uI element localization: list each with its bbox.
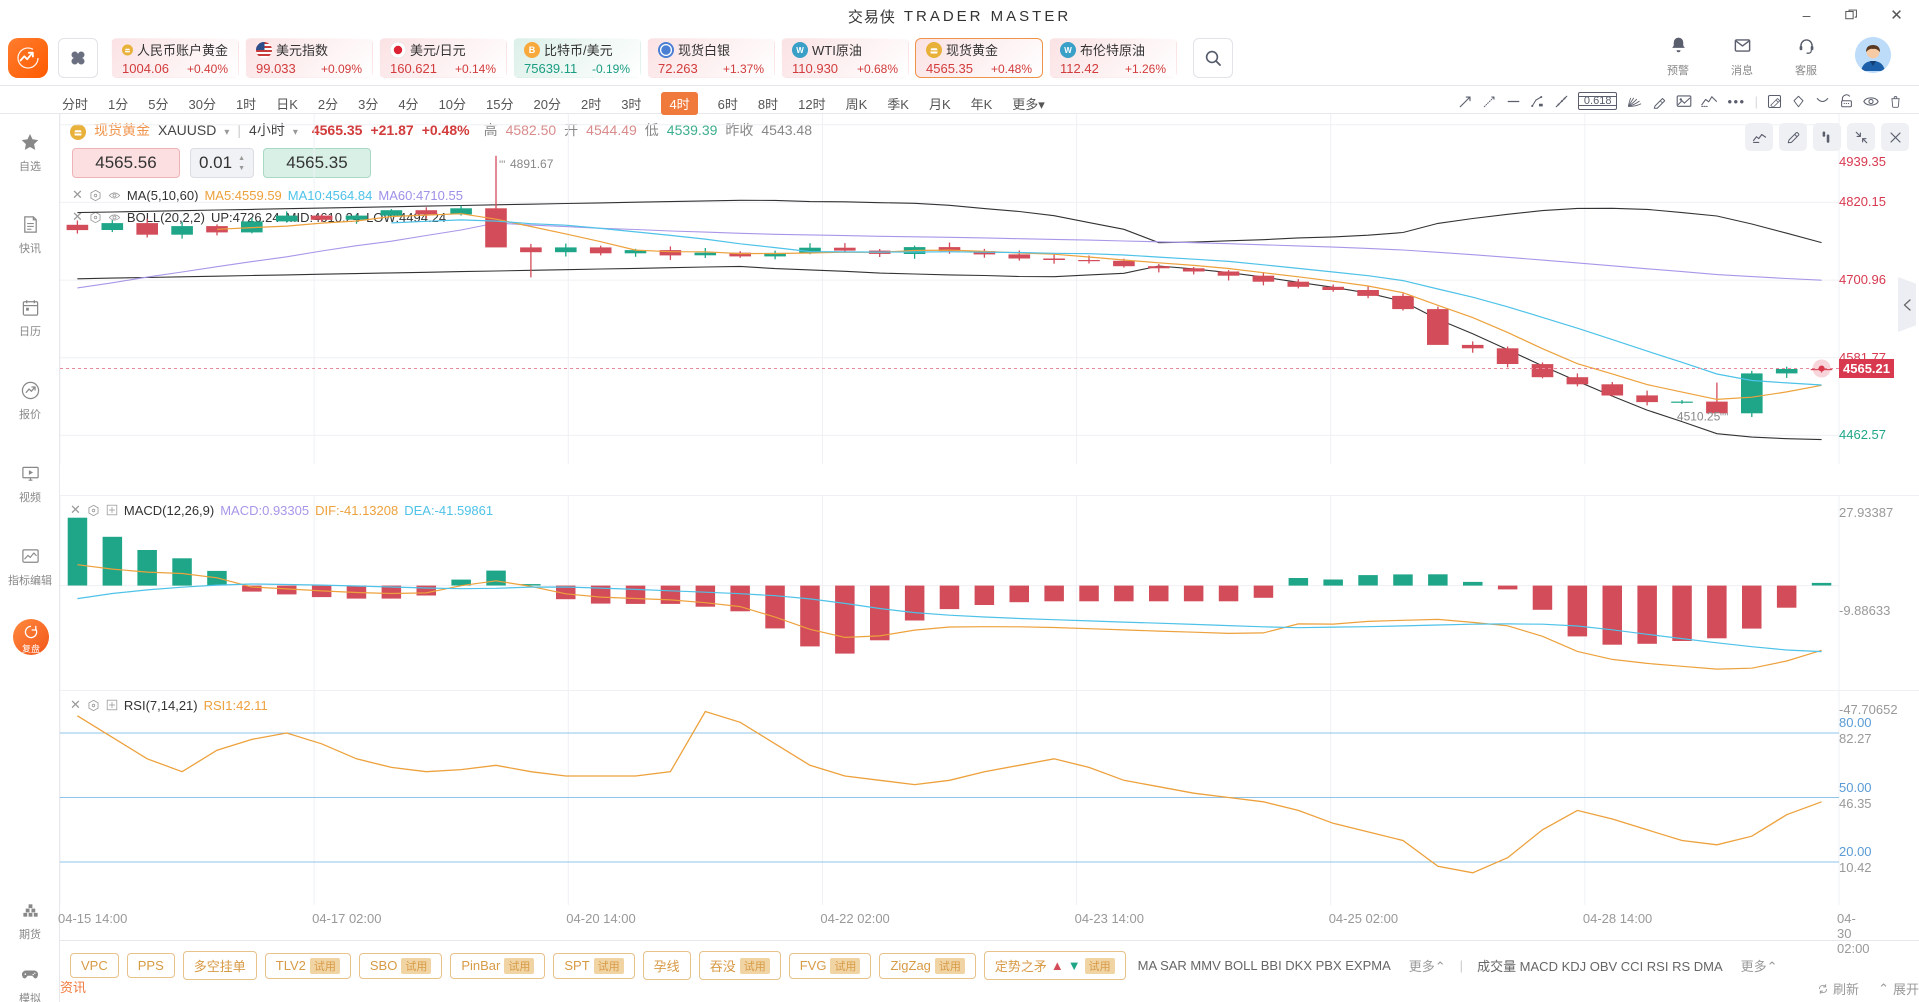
svg-text:4510.25: 4510.25: [1677, 409, 1721, 423]
svg-text:W: W: [1064, 46, 1072, 55]
svg-text:'''': '''': [1720, 411, 1728, 423]
svg-text:B: B: [529, 45, 536, 55]
svg-text:W: W: [796, 46, 804, 55]
svg-text:4891.67: 4891.67: [510, 157, 554, 171]
svg-text:''': ''': [499, 159, 505, 171]
